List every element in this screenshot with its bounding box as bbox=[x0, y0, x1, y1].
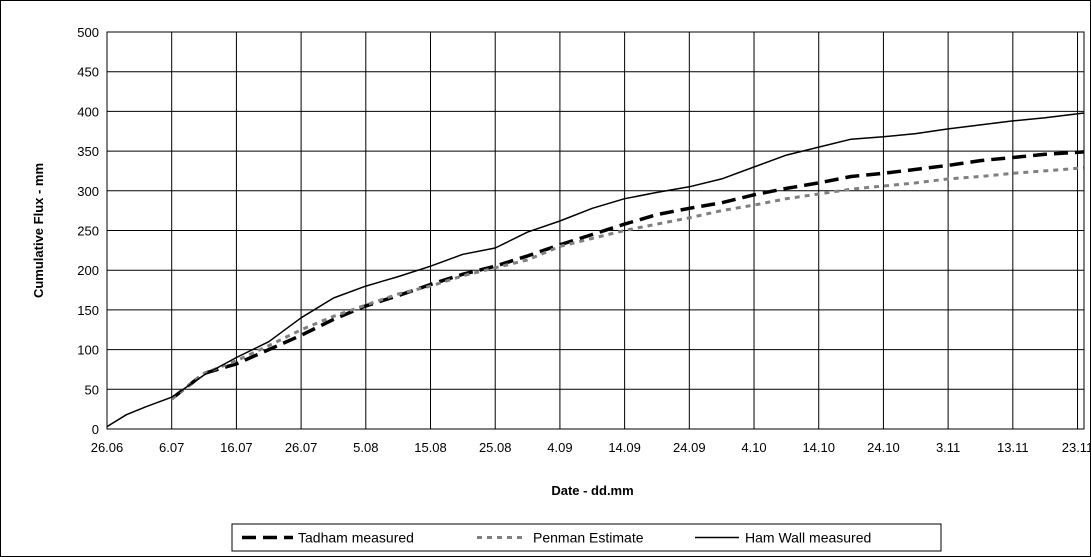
x-tick-label: 26.06 bbox=[91, 440, 124, 455]
series-line-ham-wall-measured bbox=[106, 112, 1085, 428]
y-tick-label: 300 bbox=[77, 184, 99, 199]
legend: Tadham measured Penman Estimate Ham Wall m… bbox=[231, 523, 942, 552]
x-tick-label: 13.11 bbox=[997, 440, 1029, 455]
x-tick-label: 15.08 bbox=[414, 440, 447, 455]
plot-area-border bbox=[106, 31, 1085, 430]
x-tick-label: 25.08 bbox=[479, 440, 512, 455]
grid-lines bbox=[106, 31, 1084, 430]
legend-box bbox=[231, 523, 942, 552]
x-tick-label: 4.10 bbox=[741, 440, 766, 455]
y-tick-label: 100 bbox=[77, 343, 99, 358]
series-lines bbox=[106, 112, 1085, 428]
y-tick-label: 0 bbox=[92, 422, 99, 437]
x-tick-label: 16.07 bbox=[220, 440, 253, 455]
x-tick-label: 3.11 bbox=[936, 440, 960, 455]
x-tick-label: 6.07 bbox=[159, 440, 184, 455]
y-tick-label: 500 bbox=[77, 25, 99, 40]
series-line-tadham-measured bbox=[170, 150, 1085, 401]
legend-label-penman-estimate: Penman Estimate bbox=[533, 530, 644, 546]
x-tick-label: 14.09 bbox=[608, 440, 641, 455]
x-tick-label: 14.10 bbox=[802, 440, 835, 455]
y-tick-label: 400 bbox=[77, 104, 99, 119]
y-tick-label: 350 bbox=[77, 144, 99, 159]
y-tick-label: 150 bbox=[77, 303, 99, 318]
y-tick-label: 50 bbox=[85, 382, 99, 397]
legend-label-ham-wall-measured: Ham Wall measured bbox=[745, 530, 871, 546]
x-axis-title: Date - dd.mm bbox=[551, 483, 633, 498]
y-tick-label: 200 bbox=[77, 263, 99, 278]
x-tick-label: 26.07 bbox=[285, 440, 318, 455]
y-axis-title: Cumulative Flux - mm bbox=[31, 163, 46, 298]
legend-label-tadham-measured: Tadham measured bbox=[298, 530, 414, 546]
plot-border bbox=[106, 31, 1085, 430]
x-tick-label: 24.09 bbox=[673, 440, 706, 455]
x-tick-label: 4.09 bbox=[547, 440, 572, 455]
x-tick-label: 23.11 bbox=[1062, 440, 1090, 455]
y-tick-label: 450 bbox=[77, 65, 99, 80]
x-tick-label: 5.08 bbox=[353, 440, 378, 455]
series-line-penman-estimate bbox=[170, 166, 1085, 400]
y-tick-labels: 0 50 100 150 200 250 300 350 400 450 500 bbox=[77, 25, 99, 437]
x-tick-label: 24.10 bbox=[867, 440, 900, 455]
x-tick-labels: 26.06 6.07 16.07 26.07 5.08 15.08 25.08 4.09 14.… bbox=[91, 440, 1090, 455]
y-tick-label: 250 bbox=[77, 224, 99, 239]
